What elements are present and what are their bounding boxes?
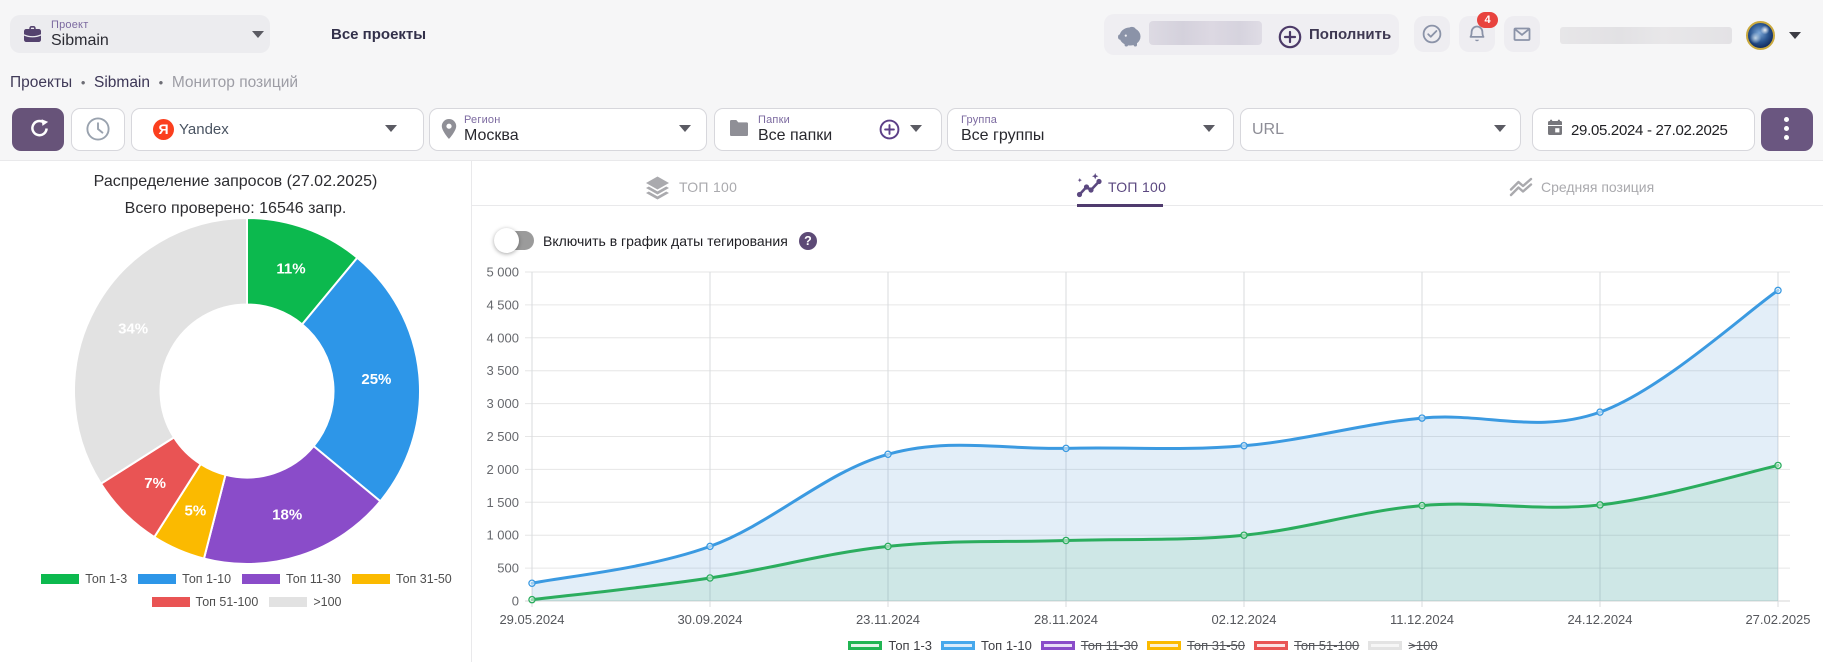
svg-text:11.12.2024: 11.12.2024 [1390,612,1454,627]
svg-text:1 500: 1 500 [486,495,519,510]
svg-text:2 000: 2 000 [486,462,519,477]
svg-text:11%: 11% [276,261,305,278]
svg-text:3 000: 3 000 [486,396,519,411]
svg-text:29.05.2024: 29.05.2024 [499,612,564,627]
svg-text:18%: 18% [272,507,302,524]
svg-text:5%: 5% [185,502,207,519]
svg-text:3 500: 3 500 [486,363,519,378]
svg-text:34%: 34% [118,320,148,337]
svg-text:27.02.2025: 27.02.2025 [1745,612,1810,627]
svg-text:5 000: 5 000 [486,265,519,280]
svg-text:23.11.2024: 23.11.2024 [856,612,920,627]
svg-text:7%: 7% [144,475,166,492]
svg-text:30.09.2024: 30.09.2024 [677,612,742,627]
svg-text:4 500: 4 500 [486,297,519,312]
svg-text:0: 0 [512,594,519,609]
svg-text:24.12.2024: 24.12.2024 [1567,612,1632,627]
svg-text:1 000: 1 000 [486,528,519,543]
svg-text:02.12.2024: 02.12.2024 [1211,612,1276,627]
svg-text:500: 500 [497,561,519,576]
svg-text:4 000: 4 000 [486,330,519,345]
svg-text:2 500: 2 500 [486,429,519,444]
svg-text:25%: 25% [361,371,391,388]
svg-text:28.11.2024: 28.11.2024 [1034,612,1098,627]
